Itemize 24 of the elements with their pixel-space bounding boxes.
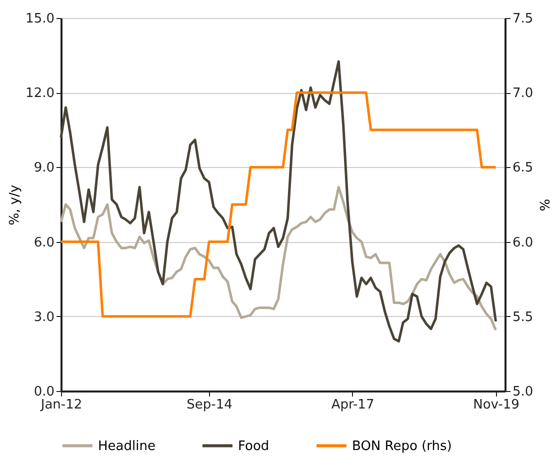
y-tick-label: 0.0 [34,384,54,400]
y2-tick-label: 6.5 [512,160,534,176]
y2-tick-label: 5.0 [512,384,534,400]
y2-tick-label: 7.5 [512,12,534,26]
y2-tick-label: 6.0 [512,235,534,250]
y-tick-label: 15.0 [26,12,54,26]
x-tick-label: Jan-12 [40,398,82,412]
y-tick-label: 6.0 [34,235,54,250]
y-axis-title: %, y/y [8,184,23,226]
y2-tick-label: 7.0 [512,86,534,102]
legend-label: Food [238,438,270,454]
line-series [60,91,497,318]
y2-tick-label: 5.5 [512,310,534,325]
y-tick-label: 12.0 [26,86,54,102]
legend-label: BON Repo (rhs) [352,438,452,454]
line-series [60,60,497,343]
x-tick-label: Nov-19 [473,398,520,412]
x-tick-label: Sep-14 [186,398,232,412]
y-tick-label: 3.0 [34,310,54,325]
y-tick-label: 9.0 [34,160,54,176]
line-series [60,186,497,332]
y2-axis-title: % [536,198,552,212]
x-tick-label: Apr-17 [331,398,374,412]
legend-label: Headline [98,438,156,454]
